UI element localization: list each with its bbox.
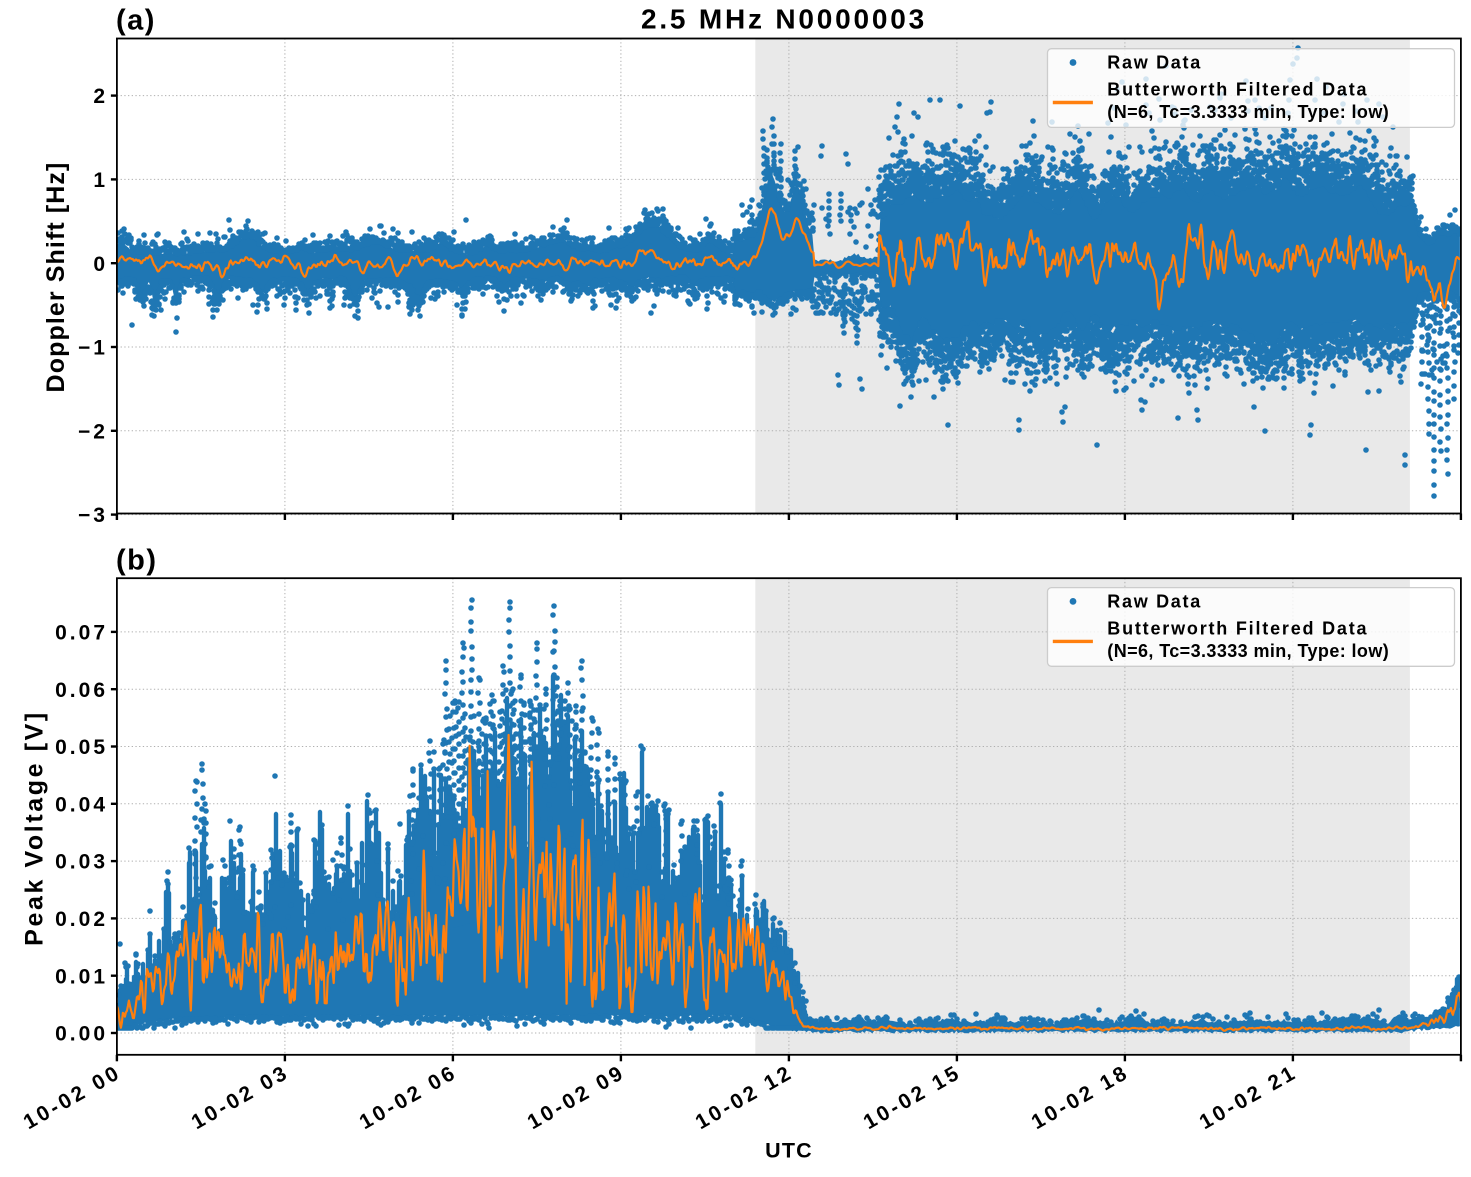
svg-text:0.03: 0.03 [55,851,108,874]
svg-text:(N=6, Tc=3.3333 min, Type: low: (N=6, Tc=3.3333 min, Type: low) [1107,102,1389,122]
svg-text:(N=6, Tc=3.3333 min, Type: low: (N=6, Tc=3.3333 min, Type: low) [1107,641,1389,661]
svg-text:0.02: 0.02 [55,908,108,931]
svg-text:0.01: 0.01 [55,965,108,988]
svg-text:Butterworth Filtered Data: Butterworth Filtered Data [1107,619,1368,639]
svg-text:Peak Voltage [V]: Peak Voltage [V] [21,710,49,946]
svg-text:Doppler Shift [Hz]: Doppler Shift [Hz] [42,162,70,393]
svg-text:0.05: 0.05 [55,736,108,759]
svg-text:2: 2 [93,85,108,108]
svg-text:0.07: 0.07 [55,622,108,645]
svg-text:(a): (a) [116,5,156,37]
svg-text:UTC: UTC [765,1139,813,1163]
svg-text:−1: −1 [78,337,108,360]
svg-text:Raw Data: Raw Data [1107,591,1202,611]
svg-text:−3: −3 [78,504,108,527]
svg-text:1: 1 [93,169,108,192]
svg-text:0.00: 0.00 [55,1023,108,1046]
svg-text:(b): (b) [116,545,158,577]
svg-text:0.06: 0.06 [55,679,108,702]
svg-text:2.5 MHz N0000003: 2.5 MHz N0000003 [641,4,927,35]
svg-text:Butterworth Filtered Data: Butterworth Filtered Data [1107,80,1368,100]
svg-text:Raw Data: Raw Data [1107,53,1202,73]
svg-text:0.04: 0.04 [55,793,108,816]
svg-text:−2: −2 [78,420,108,443]
svg-text:0: 0 [93,253,108,276]
